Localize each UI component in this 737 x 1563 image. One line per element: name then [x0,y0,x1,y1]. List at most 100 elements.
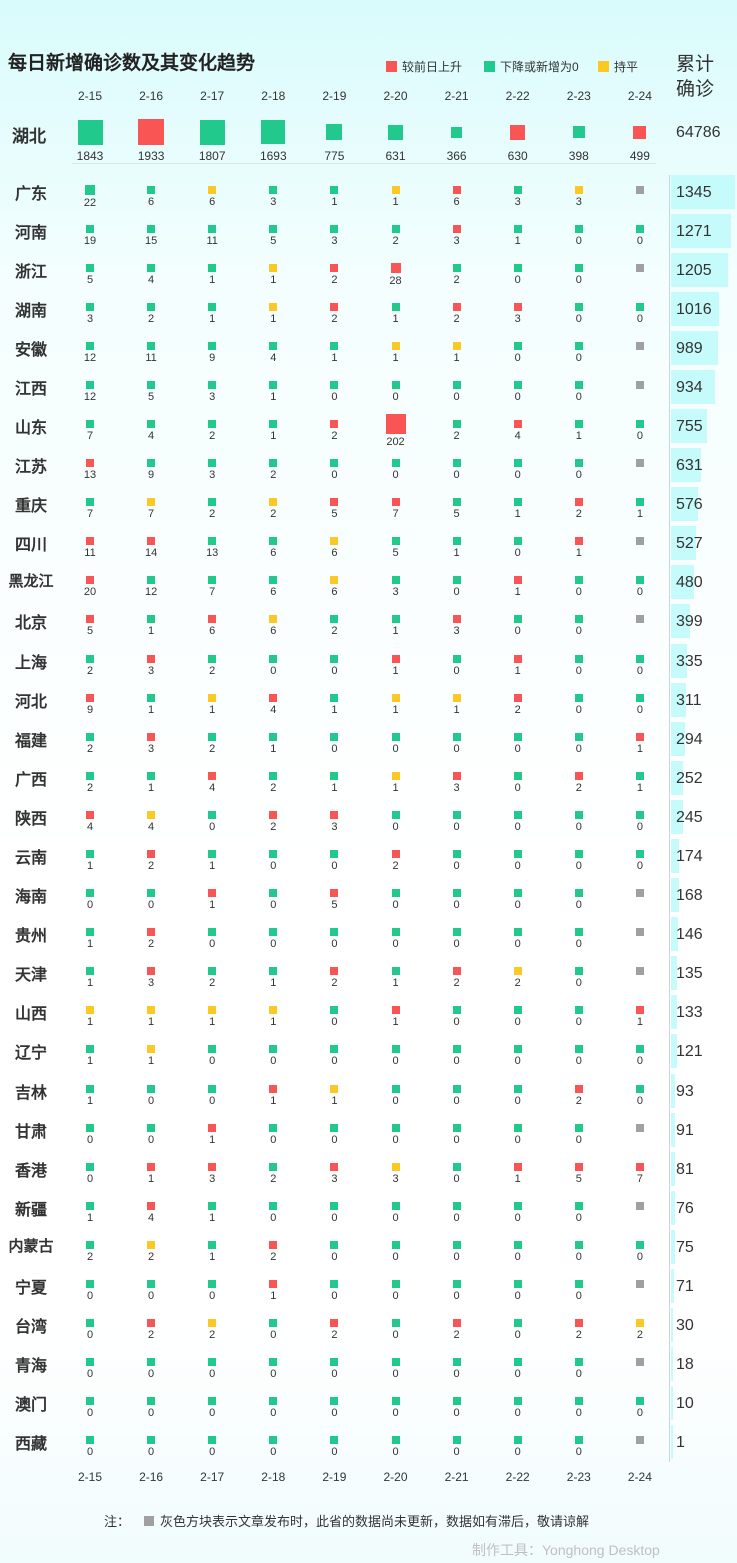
day-square [635,302,644,311]
day-square [147,732,156,741]
day-value: 0 [575,469,582,482]
day-value: 0 [86,899,94,912]
day-square [269,302,278,311]
hubei-value: 1933 [137,149,165,163]
day-value: 6 [270,586,277,599]
day-square [147,1280,156,1289]
day-square [635,967,644,976]
date-label-top: 2-22 [505,89,530,103]
day-value: 2 [148,1250,155,1263]
day-square [208,576,217,585]
day-square [147,1397,156,1406]
day-value: 3 [575,195,582,208]
province-label: 江苏 [14,459,47,477]
day-square [635,1123,644,1132]
day-value: 2 [331,430,338,443]
hubei-value: 631 [385,149,406,163]
day-square [269,1201,278,1210]
day-value: 1 [270,1094,277,1107]
day-value: 13 [83,469,97,482]
day-square [86,341,94,350]
day-square [208,1084,217,1093]
day-value: 1 [270,742,277,755]
total-value: 311 [676,691,702,709]
day-value: 0 [575,1407,582,1420]
total-value: 133 [676,1004,703,1022]
day-square [391,576,400,585]
total-value: 76 [676,1199,694,1217]
day-value: 1 [392,1016,399,1029]
day-square [452,615,461,624]
hubei-square [510,124,526,140]
day-square [391,1397,400,1406]
day-square [452,1162,461,1171]
day-square [635,1240,644,1249]
day-value: 1 [514,664,521,677]
day-square [513,967,522,976]
day-value: 1 [86,1055,94,1068]
day-square [391,850,400,859]
day-value: 4 [270,351,277,364]
day-square [208,654,217,663]
day-value: 0 [575,1211,582,1224]
day-value: 5 [86,273,94,286]
day-square [330,341,339,350]
day-square [330,1084,339,1093]
day-value: 4 [148,1211,155,1224]
day-value: 1 [270,1290,277,1303]
day-square [574,810,583,819]
day-value: 0 [514,1290,521,1303]
total-bar [671,643,687,678]
day-square [208,1358,217,1367]
day-square [86,498,94,507]
day-square [452,302,461,311]
day-value: 0 [514,781,521,794]
day-square [269,615,278,624]
day-value: 0 [331,664,338,677]
day-square [330,459,339,468]
day-value: 2 [209,508,216,521]
day-value: 2 [270,781,277,794]
day-value: 0 [209,1446,216,1459]
date-label-top: 2-23 [566,89,591,103]
day-value: 9 [209,351,216,364]
day-square [330,380,339,389]
day-square [86,1436,94,1445]
day-square [208,850,217,859]
day-value: 4 [148,430,155,443]
province-label: 宁夏 [14,1280,47,1298]
day-square [452,1201,461,1210]
province-label: 西藏 [14,1436,47,1454]
day-value: 0 [636,312,643,325]
day-square [513,224,522,233]
total-bar [671,604,690,639]
province-label: 吉林 [14,1084,47,1102]
day-square [635,380,644,389]
day-square [574,1084,583,1093]
day-square [513,1006,522,1015]
day-value: 3 [86,312,94,325]
day-square [513,1436,522,1445]
day-square [147,1045,156,1054]
day-square [635,654,644,663]
day-value: 3 [453,781,460,794]
total-bar [671,526,696,561]
day-value: 5 [331,508,338,521]
day-value: 1 [148,625,155,638]
day-value: 0 [331,1250,338,1263]
day-value: 0 [514,1211,521,1224]
day-square [208,185,217,194]
day-square [513,1084,522,1093]
day-value: 1 [331,195,338,208]
day-value: 0 [86,1368,94,1381]
day-square [86,732,94,741]
day-square [574,693,583,702]
day-value: 3 [331,1172,338,1185]
day-value: 2 [331,312,338,325]
total-value: 527 [676,535,703,553]
day-square [635,889,644,898]
day-square [147,810,156,819]
day-square [269,1123,278,1132]
province-label: 广东 [14,185,47,203]
date-label-bottom: 2-18 [261,1470,286,1484]
